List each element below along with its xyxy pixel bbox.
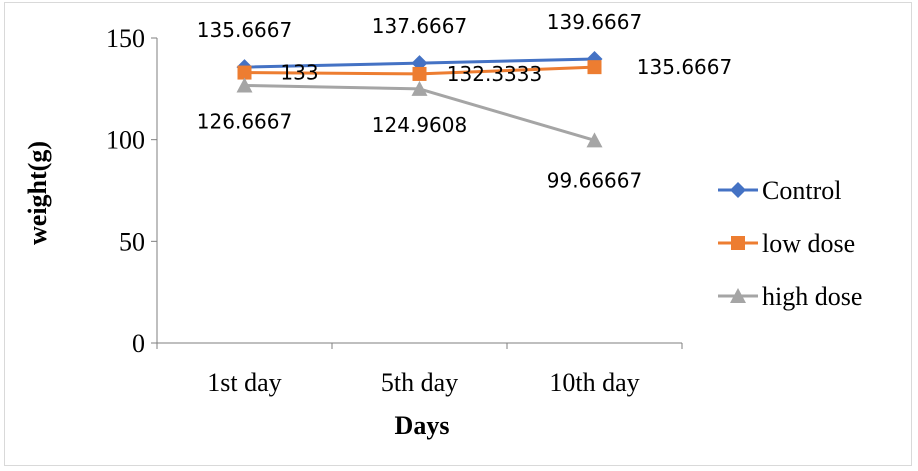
y-axis-title: weight(g) [23, 141, 52, 245]
y-tick-label: 100 [106, 126, 145, 155]
data-label: 133 [280, 61, 318, 85]
x-axis-title: Days [395, 411, 450, 440]
y-tick-label: 50 [119, 227, 145, 256]
legend-marker [730, 288, 746, 303]
data-label: 137.6667 [372, 14, 467, 38]
x-tick-label: 5th day [381, 368, 458, 397]
data-point-high-dose [586, 132, 603, 148]
y-tick-label: 150 [106, 24, 145, 53]
data-point-high-dose [411, 80, 428, 96]
data-point-low-dose [412, 66, 427, 81]
x-tick-label: 1st day [207, 368, 281, 397]
series-markers [236, 51, 603, 148]
data-point-low-dose [587, 60, 602, 75]
legend-marker [730, 182, 746, 198]
legend-label: low dose [762, 229, 855, 258]
axes: 0 50 100 150 1st day 5th day 10th day [106, 24, 683, 397]
data-label: 135.6667 [197, 18, 292, 42]
data-labels: 135.6667 137.6667 139.6667 133 132.3333 135.6… [197, 10, 732, 192]
data-label: 135.6667 [637, 55, 732, 79]
legend-marker [731, 236, 745, 250]
data-point-high-dose [236, 77, 253, 93]
legend: Control low dose high dose [718, 176, 862, 311]
data-label: 126.6667 [197, 109, 292, 133]
chart-frame [4, 2, 912, 466]
legend-label: Control [762, 176, 841, 205]
y-tick-label: 0 [132, 329, 145, 358]
data-label: 124.9608 [372, 113, 467, 137]
x-tick-label: 10th day [549, 368, 639, 397]
data-label: 99.66667 [547, 168, 642, 192]
data-point-control [411, 55, 428, 72]
data-point-low-dose [237, 65, 252, 80]
legend-label: high dose [762, 282, 862, 311]
data-label: 139.6667 [547, 10, 642, 34]
data-label: 132.3333 [447, 62, 542, 86]
